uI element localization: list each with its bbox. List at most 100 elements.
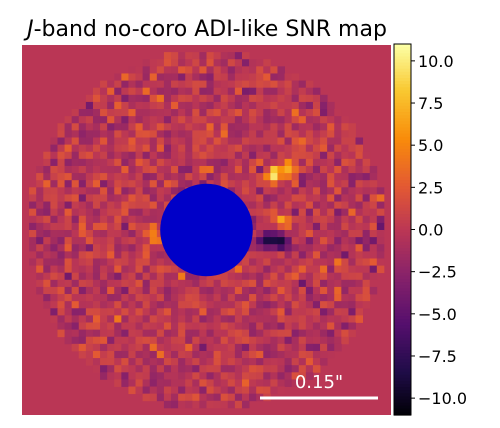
heatmap-cell bbox=[305, 279, 314, 288]
heatmap-cell bbox=[206, 87, 214, 96]
heatmap-cell bbox=[312, 87, 321, 96]
heatmap-cell bbox=[327, 123, 335, 131]
heatmap-cell bbox=[64, 151, 73, 160]
heatmap-cell bbox=[135, 215, 144, 224]
heatmap-cell bbox=[256, 251, 264, 259]
heatmap-cell bbox=[234, 73, 243, 81]
heatmap-cell bbox=[291, 336, 300, 345]
heatmap-cell bbox=[263, 187, 271, 195]
heatmap-cell bbox=[227, 87, 236, 96]
heatmap-cell bbox=[213, 336, 222, 345]
heatmap-cell bbox=[348, 123, 356, 131]
heatmap-cell bbox=[320, 101, 328, 110]
title-band-letter: J bbox=[23, 17, 34, 42]
heatmap-cell bbox=[263, 173, 271, 181]
heatmap-cell bbox=[107, 123, 115, 131]
heatmap-cell bbox=[320, 201, 328, 210]
heatmap-cell bbox=[121, 265, 129, 274]
heatmap-cell bbox=[142, 286, 151, 295]
heatmap-cell bbox=[206, 109, 214, 117]
heatmap-cell bbox=[355, 265, 364, 274]
heatmap-cell bbox=[171, 393, 179, 402]
heatmap-cell bbox=[206, 301, 214, 309]
heatmap-cell bbox=[213, 80, 222, 89]
heatmap-cell bbox=[78, 137, 87, 146]
heatmap-cell bbox=[178, 158, 186, 167]
heatmap-cell bbox=[327, 315, 335, 323]
colorbar-segment bbox=[394, 285, 411, 289]
heatmap-cell bbox=[185, 365, 193, 373]
heatmap-cell bbox=[107, 258, 115, 266]
heatmap-cell bbox=[249, 343, 257, 352]
heatmap-cell bbox=[291, 73, 300, 81]
heatmap-cell bbox=[85, 237, 94, 245]
heatmap-cell bbox=[298, 308, 307, 316]
heatmap-cell bbox=[249, 158, 257, 167]
heatmap-cell bbox=[234, 66, 243, 74]
heatmap-cell bbox=[163, 52, 172, 60]
heatmap-cell bbox=[327, 165, 335, 174]
heatmap-cell bbox=[71, 301, 80, 309]
heatmap-cell bbox=[320, 315, 328, 323]
heatmap-cell bbox=[263, 137, 271, 146]
heatmap-cell bbox=[156, 116, 165, 124]
heatmap-cell bbox=[50, 279, 58, 288]
heatmap-cell bbox=[341, 272, 349, 281]
heatmap-cell bbox=[291, 329, 300, 338]
heatmap-cell bbox=[57, 123, 65, 131]
heatmap-cell bbox=[312, 329, 321, 338]
heatmap-cell bbox=[64, 222, 73, 231]
heatmap-cell bbox=[192, 52, 200, 60]
heatmap-cell bbox=[107, 315, 115, 323]
heatmap-cell bbox=[241, 194, 250, 202]
heatmap-cell bbox=[171, 144, 179, 153]
heatmap-cell bbox=[78, 244, 87, 252]
heatmap-cell bbox=[128, 350, 136, 359]
heatmap-cell bbox=[241, 358, 250, 366]
heatmap-cell bbox=[192, 151, 200, 160]
heatmap-cell bbox=[249, 165, 257, 174]
colorbar-segment bbox=[394, 152, 411, 156]
heatmap-cell bbox=[199, 400, 207, 409]
heatmap-cell bbox=[64, 180, 73, 188]
heatmap-cell bbox=[241, 379, 250, 387]
heatmap-cell bbox=[36, 208, 44, 217]
heatmap-cell bbox=[305, 151, 314, 160]
heatmap-cell bbox=[348, 194, 356, 202]
heatmap-cell bbox=[320, 251, 328, 259]
heatmap-cell bbox=[57, 265, 65, 274]
heatmap-cell bbox=[355, 286, 364, 295]
heatmap-cell bbox=[57, 158, 65, 167]
heatmap-cell bbox=[149, 237, 158, 245]
colorbar-segment bbox=[394, 306, 411, 311]
heatmap-cell bbox=[291, 308, 300, 316]
colorbar-segment bbox=[394, 161, 411, 166]
heatmap-cell bbox=[128, 80, 136, 89]
heatmap-cell bbox=[149, 101, 158, 110]
heatmap-cell bbox=[355, 301, 364, 309]
heatmap-cell bbox=[341, 208, 349, 217]
heatmap-cell bbox=[270, 279, 278, 288]
heatmap-cell bbox=[92, 173, 101, 181]
heatmap-cell bbox=[277, 343, 285, 352]
heatmap-cell bbox=[320, 244, 328, 252]
heatmap-cell bbox=[206, 315, 214, 323]
heatmap-cell bbox=[156, 180, 165, 188]
heatmap-cell bbox=[149, 230, 158, 238]
heatmap-cell bbox=[206, 379, 214, 387]
heatmap-cell bbox=[298, 372, 307, 380]
heatmap-cell bbox=[92, 365, 101, 373]
heatmap-cell bbox=[312, 208, 321, 217]
heatmap-cell bbox=[213, 123, 222, 131]
heatmap-cell bbox=[227, 400, 236, 409]
heatmap-cell bbox=[256, 165, 264, 174]
heatmap-cell bbox=[156, 80, 165, 89]
heatmap-cell bbox=[348, 130, 356, 138]
heatmap-cell bbox=[178, 59, 186, 67]
heatmap-cell bbox=[270, 329, 278, 338]
heatmap-cell bbox=[92, 101, 101, 110]
heatmap-cell bbox=[92, 87, 101, 96]
heatmap-cell bbox=[376, 258, 385, 266]
heatmap-cell bbox=[50, 194, 58, 202]
colorbar-tick-label: −7.5 bbox=[418, 347, 457, 366]
